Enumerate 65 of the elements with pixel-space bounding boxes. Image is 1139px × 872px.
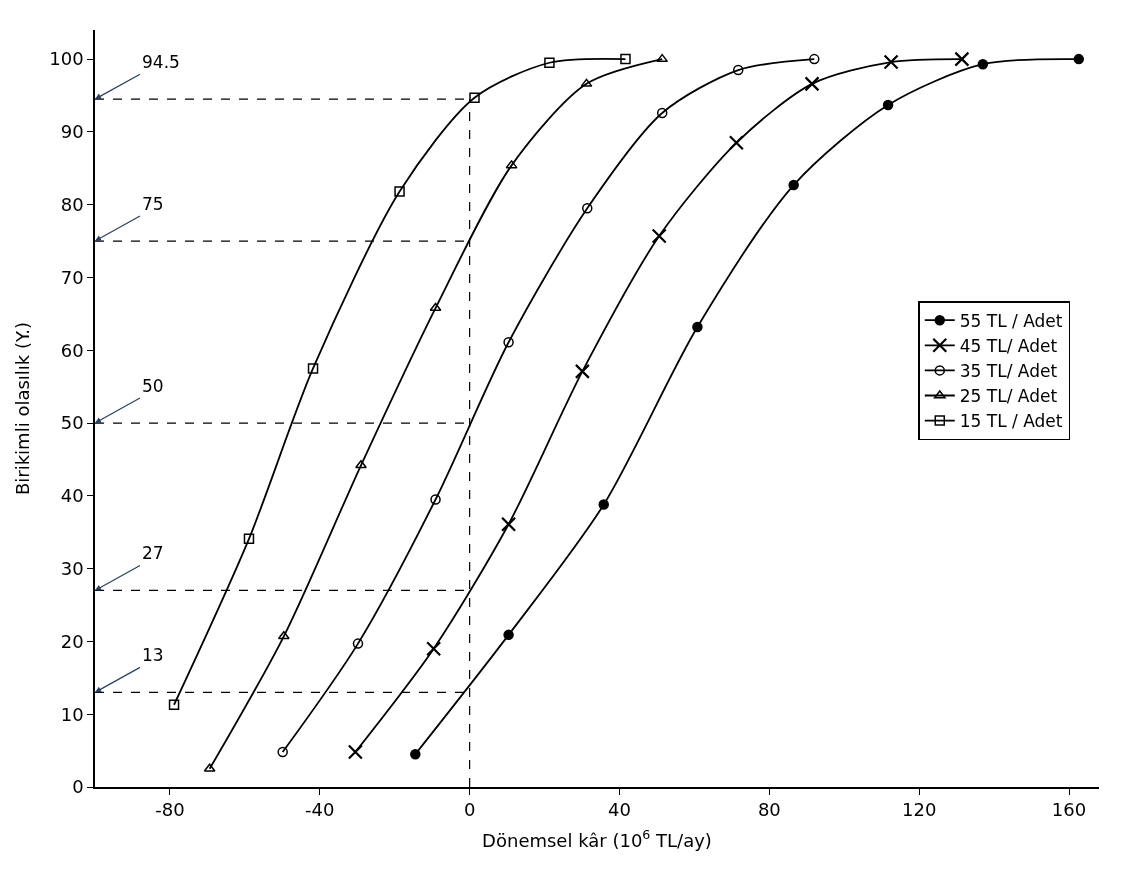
point: [882, 99, 894, 111]
legend-label: 15 TL / Adet: [959, 411, 1063, 432]
legend-label: 55 TL / Adet: [959, 310, 1063, 331]
point: [809, 53, 820, 65]
point: [804, 76, 820, 92]
point: [574, 363, 590, 379]
legend-label: 25 TL/ Adet: [959, 386, 1058, 407]
point: [977, 58, 989, 70]
point: [277, 746, 288, 758]
point: [656, 53, 669, 63]
y-tick-label: 30: [60, 557, 84, 579]
point: [243, 533, 255, 545]
point: [651, 228, 667, 244]
y-tick-label: 40: [60, 485, 84, 507]
point: [469, 92, 480, 103]
point: [352, 638, 364, 649]
point: [430, 494, 441, 505]
point: [582, 203, 593, 214]
point: [355, 460, 367, 469]
point: [503, 337, 514, 348]
x-tick-label: 40: [608, 799, 631, 821]
y-tick-label: 60: [60, 339, 84, 361]
point: [692, 321, 703, 333]
ref-line-label: 13: [142, 645, 164, 665]
point: [394, 186, 405, 197]
point: [656, 107, 668, 119]
point: [429, 302, 442, 312]
legend-label: 35 TL/ Adet: [959, 361, 1058, 382]
point: [954, 51, 970, 67]
point: [347, 744, 363, 760]
point: [620, 53, 631, 65]
y-tick-label: 0: [72, 776, 84, 798]
point: [503, 629, 514, 641]
x-tick-label: -80: [155, 799, 185, 821]
point: [598, 499, 609, 510]
point: [728, 135, 744, 151]
y-tick-label: 50: [60, 412, 84, 434]
y-tick-label: 70: [60, 266, 84, 288]
x-axis-title: Dönemsel kâr (10$^{6}$ TL/ay): [482, 827, 712, 851]
point: [307, 363, 319, 374]
point: [500, 516, 517, 532]
y-axis-title: Birikimli olasılık (Y.): [11, 321, 33, 496]
x-tick-label: 0: [463, 799, 476, 821]
ref-line-label: 27: [142, 543, 164, 563]
x-tick-label: 80: [757, 799, 781, 821]
y-tick-label: 80: [60, 193, 84, 215]
legend-label: 45 TL/ Adet: [959, 335, 1058, 356]
point: [1073, 53, 1085, 65]
point: [732, 64, 744, 76]
point: [544, 57, 555, 68]
point: [788, 179, 799, 191]
y-tick-label: 10: [60, 703, 84, 725]
point: [168, 699, 180, 710]
point: [883, 54, 899, 70]
point: [426, 641, 442, 657]
x-tick-label: 120: [902, 799, 937, 821]
ref-line-label: 75: [142, 194, 164, 214]
y-tick-label: 100: [49, 48, 84, 70]
y-tick-label: 90: [60, 121, 84, 143]
x-tick-label: -40: [305, 799, 335, 821]
point: [410, 749, 421, 760]
y-tick-label: 20: [60, 630, 84, 652]
x-tick-label: 160: [1051, 799, 1087, 821]
ref-line-label: 50: [142, 376, 164, 396]
ref-line-label: 94.5: [142, 52, 180, 72]
